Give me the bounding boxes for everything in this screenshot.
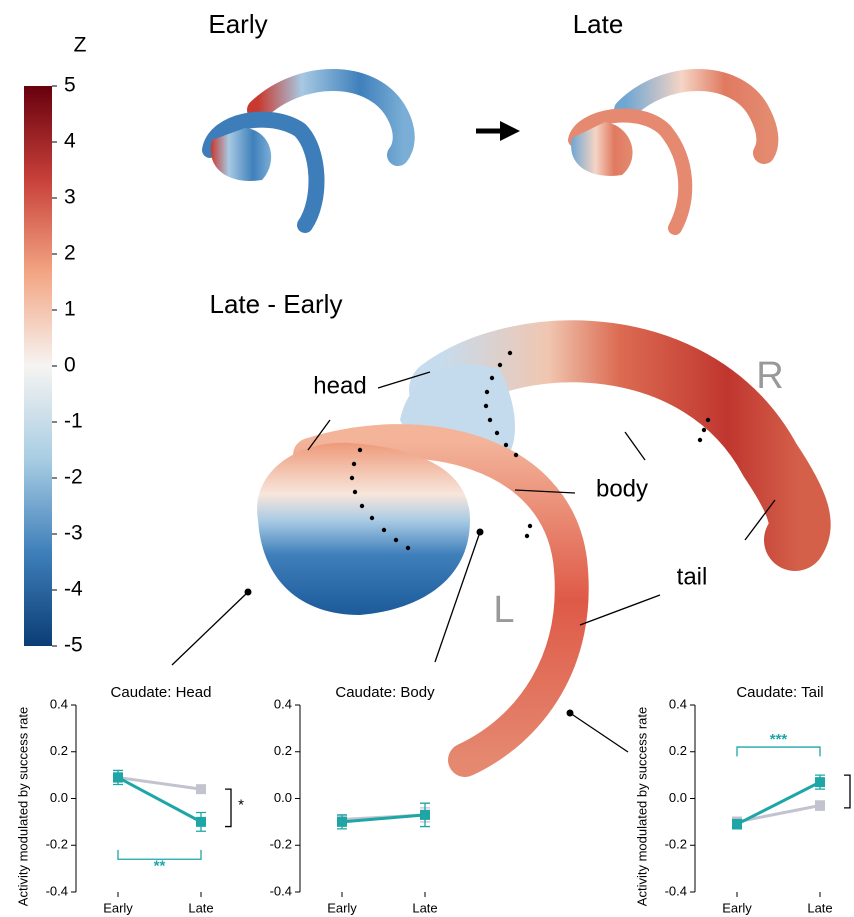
significance: ***	[770, 731, 788, 748]
colorbar-tick-label: -4	[64, 578, 83, 601]
marker	[113, 772, 123, 782]
x-tick-label: Late	[807, 900, 832, 915]
brain-difference	[172, 351, 800, 760]
chart-title: Caudate: Head	[111, 684, 212, 701]
y-tick-label: 0.4	[274, 696, 292, 711]
arrow-head	[500, 121, 520, 141]
y-tick-label: 0.0	[50, 790, 68, 805]
marker	[196, 784, 206, 794]
brain-late	[571, 80, 767, 228]
bracket	[225, 789, 231, 826]
marker	[815, 777, 825, 787]
x-tick-label: Late	[412, 900, 437, 915]
colorbar-gradient	[24, 86, 52, 646]
x-tick-label: Early	[103, 900, 133, 915]
colorbar-tick-label: -5	[64, 634, 83, 657]
y-axis-label: Activity modulated by success rate	[634, 707, 649, 906]
panel-label: Late - Early	[210, 289, 343, 319]
series-line	[737, 782, 820, 824]
colorbar-tick-label: 4	[64, 130, 76, 153]
colorbar: Z	[24, 34, 87, 646]
y-tick-label: -0.4	[270, 883, 292, 898]
x-tick-label: Early	[327, 900, 357, 915]
panel-label: Late	[573, 9, 624, 39]
colorbar-tick-label: 0	[64, 354, 76, 377]
marker	[815, 801, 825, 811]
colorbar-tick-label: 1	[64, 298, 76, 321]
y-tick-label: -0.4	[665, 883, 687, 898]
x-tick-label: Late	[188, 900, 213, 915]
y-tick-label: -0.2	[270, 837, 292, 852]
colorbar-tick-label: 5	[64, 74, 76, 97]
figure: Z Early Late Late - Early head body tail…	[0, 0, 854, 917]
x-tick-label: Early	[722, 900, 752, 915]
y-axis-label: Activity modulated by success rate	[15, 707, 30, 906]
hemisphere-label: R	[756, 355, 783, 397]
chart-title: Caudate: Tail	[736, 684, 823, 701]
marker	[337, 817, 347, 827]
y-tick-label: 0.2	[50, 743, 68, 758]
y-tick-label: 0.2	[669, 743, 687, 758]
colorbar-tick-label: -3	[64, 522, 83, 545]
colorbar-tick-label: -1	[64, 410, 83, 433]
y-tick-label: -0.2	[46, 837, 68, 852]
chart-title: Caudate: Body	[335, 684, 435, 701]
y-tick-label: -0.4	[46, 883, 68, 898]
region-label: body	[596, 475, 648, 502]
colorbar-tick-label: 2	[64, 242, 76, 265]
y-tick-label: 0.2	[274, 743, 292, 758]
marker	[732, 819, 742, 829]
panel-label: Early	[208, 9, 267, 39]
y-tick-label: 0.4	[669, 696, 687, 711]
marker	[420, 810, 430, 820]
brain-early	[210, 80, 404, 225]
bracket	[844, 775, 850, 808]
bracket	[737, 747, 820, 756]
marker	[196, 817, 206, 827]
colorbar-tick-label: 3	[64, 186, 76, 209]
y-tick-label: 0.0	[274, 790, 292, 805]
colorbar-title: Z	[74, 34, 87, 57]
y-tick-label: 0.4	[50, 696, 68, 711]
region-label: head	[313, 372, 366, 399]
y-tick-label: 0.0	[669, 790, 687, 805]
significance: **	[154, 857, 166, 874]
region-label: tail	[677, 563, 708, 590]
significance: *	[238, 796, 244, 813]
y-tick-label: -0.2	[665, 837, 687, 852]
hemisphere-label: L	[493, 589, 514, 631]
colorbar-tick-label: -2	[64, 466, 83, 489]
